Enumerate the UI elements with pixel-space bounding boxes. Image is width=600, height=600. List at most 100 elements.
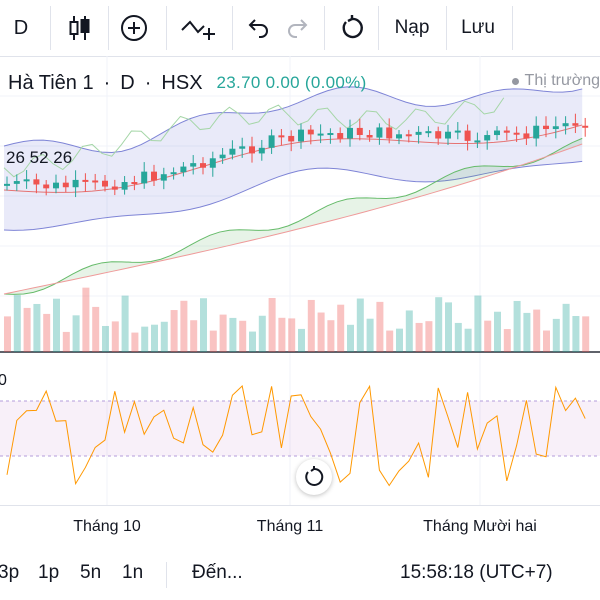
volume-bar: [445, 302, 452, 352]
reset-chart-button[interactable]: [296, 459, 332, 495]
load-button[interactable]: Nạp: [386, 0, 438, 56]
volume-bar: [405, 310, 413, 352]
redo-button[interactable]: [280, 0, 316, 56]
volume-bar: [484, 320, 492, 352]
volume-bar: [23, 307, 31, 352]
volume-bar: [72, 315, 80, 352]
candle-body: [219, 154, 226, 159]
volume-bar: [494, 311, 501, 352]
volume-bar: [327, 320, 335, 352]
chart-type-button[interactable]: [58, 0, 102, 56]
candle-body: [484, 135, 491, 141]
candle-body: [268, 135, 275, 148]
save-button[interactable]: Lưu: [452, 0, 504, 56]
candle-body: [170, 172, 177, 175]
volume-bar: [200, 298, 207, 352]
volume-bar: [376, 301, 384, 352]
candle-body: [533, 125, 540, 139]
candle-body: [494, 130, 500, 136]
volume-bar: [4, 316, 11, 352]
clock-timezone[interactable]: 15:58:18 (UTC+7): [400, 562, 553, 583]
volume-bar: [141, 326, 149, 352]
volume-bar: [543, 330, 550, 352]
legend-price: 23.70 0.00 (0.00%): [216, 73, 367, 92]
toolbar-divider: [324, 6, 325, 50]
legend-interval: D: [120, 71, 135, 94]
volume-bar: [111, 321, 119, 352]
symbol-legend: Hà Tiên 1 · D · HSX 23.70 0.00 (0.00%): [0, 70, 367, 96]
volume-bar: [523, 312, 531, 352]
volume-bar: [464, 328, 472, 352]
volume-bar: [415, 322, 423, 352]
volume-bar: [82, 287, 90, 352]
cloud-span-a: [3, 137, 583, 295]
volume-bar: [298, 328, 305, 352]
candle-body: [454, 130, 461, 133]
candlestick-icon: [69, 16, 90, 40]
compare-button[interactable]: [112, 0, 156, 56]
time-axis[interactable]: Tháng 10 Tháng 11 Tháng Mười hai: [0, 505, 600, 550]
volume-bar: [474, 295, 482, 352]
goto-date-button[interactable]: Đến...: [192, 562, 243, 583]
candle-body: [141, 171, 148, 184]
indicators-button[interactable]: [174, 0, 222, 56]
ichimoku-legend[interactable]: 26 52 26: [6, 148, 73, 167]
band-lower-line: [3, 160, 583, 231]
candle-body: [366, 134, 373, 138]
candle-body: [92, 180, 99, 183]
lagging-span-line: [3, 97, 505, 178]
volume-bar: [386, 330, 394, 352]
range-1n-button[interactable]: 1n: [122, 562, 144, 583]
candle-body: [121, 182, 128, 190]
candle-body: [229, 148, 236, 155]
volume-bar: [435, 297, 443, 352]
time-axis-label: Tháng 10: [73, 518, 141, 535]
volume-bar: [562, 303, 570, 352]
candle-body: [552, 126, 559, 130]
range-5n-button[interactable]: 5n: [80, 562, 102, 583]
volume-bar: [317, 312, 325, 352]
candle-body: [376, 127, 383, 138]
time-axis-label: Tháng Mười hai: [423, 518, 537, 535]
volume-bar: [366, 318, 374, 352]
range-3p-button[interactable]: 3p: [0, 562, 20, 583]
toolbar-divider: [378, 6, 379, 50]
candle-body: [200, 163, 206, 168]
volume-bar: [278, 317, 286, 352]
candle-body: [209, 158, 216, 168]
oscillator-level-label: 0: [0, 372, 7, 389]
candle-body: [111, 186, 118, 190]
undo-button[interactable]: [240, 0, 276, 56]
candle-body: [72, 179, 79, 188]
price-chart[interactable]: [0, 56, 600, 505]
candle-body: [62, 182, 69, 188]
candle-body: [13, 181, 20, 184]
volume-bar: [13, 295, 21, 352]
candle-body: [582, 125, 589, 128]
legend-separator: ·: [103, 71, 111, 94]
volume-bar: [288, 318, 296, 352]
volume-bar: [151, 324, 158, 352]
symbol-name: Hà Tiên 1: [8, 71, 94, 94]
volume-bar: [356, 298, 364, 352]
time-axis-label: Tháng 11: [256, 518, 324, 535]
interval-button[interactable]: D: [8, 0, 34, 56]
candle-body: [523, 133, 530, 139]
volume-bar: [425, 321, 433, 352]
range-1p-button[interactable]: 1p: [38, 562, 60, 583]
candle-body: [131, 182, 138, 185]
save-label: Lưu: [461, 17, 495, 38]
candle-body: [190, 163, 197, 167]
volume-bar: [102, 325, 109, 352]
candle-body: [435, 131, 442, 139]
band-fill: [4, 86, 583, 231]
candle-body: [239, 146, 246, 149]
volume-bar: [190, 320, 198, 352]
redo-icon: [288, 19, 308, 38]
reload-button[interactable]: [332, 0, 372, 56]
toolbar-divider: [512, 6, 513, 50]
candle-body: [513, 132, 520, 135]
volume-bar: [121, 295, 129, 352]
cloud-span-b: [3, 143, 583, 295]
toolbar-divider: [50, 6, 51, 50]
